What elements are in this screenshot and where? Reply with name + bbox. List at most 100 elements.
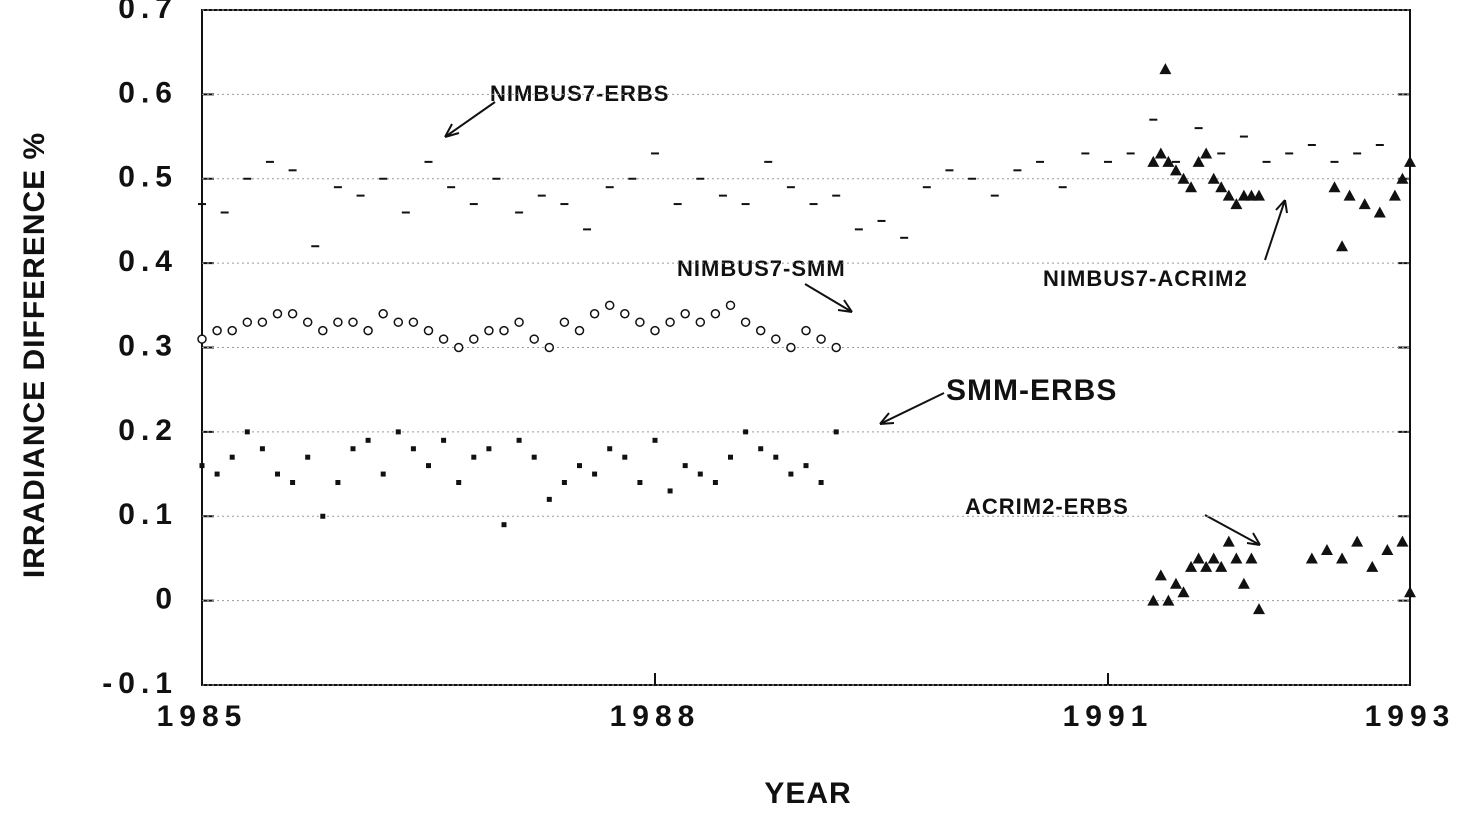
point	[1207, 552, 1220, 564]
point	[423, 325, 434, 336]
y-tick-label: 0.5	[118, 161, 178, 194]
point	[816, 334, 826, 344]
point	[667, 488, 673, 494]
point	[577, 463, 582, 469]
point	[272, 309, 283, 319]
point	[1305, 552, 1318, 564]
point	[1207, 172, 1220, 184]
point	[755, 325, 766, 336]
point	[546, 496, 552, 502]
arrow	[879, 392, 945, 425]
point	[818, 480, 824, 485]
point	[1200, 560, 1213, 572]
point	[773, 454, 779, 460]
point	[1343, 189, 1356, 201]
point	[561, 480, 567, 485]
point	[244, 429, 250, 435]
point	[559, 317, 570, 327]
point	[1320, 544, 1333, 555]
point	[607, 446, 613, 452]
point	[1336, 240, 1349, 252]
point	[1169, 577, 1182, 589]
point	[1162, 155, 1175, 167]
point	[1162, 594, 1175, 606]
point	[1154, 147, 1167, 159]
point	[1222, 535, 1235, 547]
point	[650, 325, 660, 336]
point	[363, 325, 373, 336]
point	[486, 446, 492, 452]
point	[1404, 155, 1416, 167]
point	[1381, 544, 1394, 555]
y-tick-label: 0.6	[118, 76, 178, 109]
point	[1147, 155, 1160, 167]
point	[1147, 594, 1160, 606]
point	[438, 334, 449, 344]
point	[1215, 560, 1228, 572]
point	[395, 429, 401, 435]
point	[1222, 189, 1235, 201]
annotation: NIMBUS7-ERBS	[490, 81, 669, 106]
point	[1373, 206, 1386, 218]
point	[728, 454, 733, 460]
point	[348, 317, 358, 327]
point	[831, 342, 841, 353]
point	[665, 317, 675, 327]
point	[1245, 552, 1258, 564]
point	[786, 342, 796, 353]
annotation: ACRIM2-ERBS	[965, 494, 1129, 519]
point	[531, 454, 537, 460]
y-tick-label: 0.2	[118, 414, 178, 447]
point	[1253, 189, 1265, 201]
point	[1358, 198, 1371, 210]
point	[680, 309, 690, 319]
point	[1237, 577, 1250, 589]
point	[350, 446, 356, 452]
point	[1169, 164, 1182, 176]
point	[592, 471, 598, 477]
point	[712, 480, 718, 485]
annotation: SMM-ERBS	[946, 374, 1117, 407]
point	[302, 317, 313, 327]
point	[1185, 181, 1198, 193]
arrow	[1204, 514, 1261, 546]
point	[743, 429, 749, 435]
point	[318, 325, 328, 336]
annotation: NIMBUS7-ACRIM2	[1043, 266, 1248, 291]
point	[456, 480, 462, 485]
point	[199, 463, 205, 469]
point	[833, 429, 839, 435]
point	[803, 463, 809, 469]
point	[229, 454, 235, 460]
point	[320, 513, 326, 519]
point	[212, 325, 222, 336]
point	[1230, 198, 1243, 210]
point	[710, 309, 721, 319]
point	[484, 325, 494, 336]
point	[287, 309, 298, 319]
y-tick-label: 0	[155, 583, 178, 616]
point	[426, 463, 431, 469]
point	[365, 437, 371, 443]
point	[1159, 63, 1172, 75]
point	[544, 342, 555, 353]
point	[1200, 147, 1213, 159]
y-tick-label: 0.1	[118, 498, 178, 531]
x-tick-label: 1993	[1365, 700, 1456, 733]
point	[622, 454, 628, 460]
point	[1177, 172, 1190, 184]
point	[516, 437, 522, 443]
point	[740, 317, 751, 327]
annotation: NIMBUS7-SMM	[677, 256, 846, 281]
point	[529, 334, 539, 344]
point	[589, 309, 600, 319]
point	[1185, 560, 1198, 572]
point	[1404, 586, 1416, 598]
point	[501, 522, 507, 528]
point	[380, 471, 386, 477]
point	[697, 471, 703, 477]
point	[259, 446, 265, 452]
point	[1388, 189, 1401, 201]
